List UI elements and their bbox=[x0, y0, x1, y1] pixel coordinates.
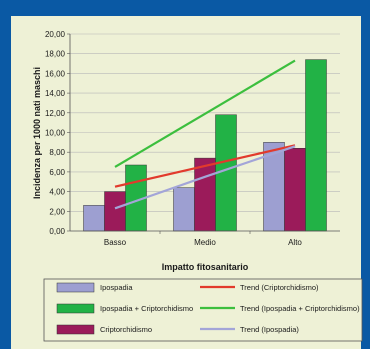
trend-line bbox=[114, 145, 296, 210]
trend-lines bbox=[114, 59, 296, 210]
y-tick-label: 0,00 bbox=[49, 227, 65, 236]
y-tick-label: 6,00 bbox=[49, 168, 65, 177]
legend-box bbox=[43, 278, 363, 342]
legend-swatch bbox=[56, 303, 95, 314]
legend-label: Criptorchidismo bbox=[100, 325, 152, 334]
x-tick-label: Medio bbox=[194, 238, 216, 247]
y-tick-label: 8,00 bbox=[49, 148, 65, 157]
bar bbox=[173, 187, 195, 232]
bars bbox=[83, 59, 327, 232]
x-tick-label: Alto bbox=[288, 238, 302, 247]
tick-labels: 0,00 2,00 4,00 6,00 8,00 10,00 12,00 14,00 16,00… bbox=[45, 30, 302, 247]
legend-label: Trend (Criptorchidismo) bbox=[240, 283, 319, 292]
y-tick-label: 10,00 bbox=[45, 129, 66, 138]
legend-swatch bbox=[56, 324, 95, 335]
legend-swatch bbox=[56, 282, 95, 293]
y-tick-label: 12,00 bbox=[45, 109, 66, 118]
legend: Ipospadia Trend (Criptorchidismo) Ipospadi… bbox=[43, 278, 363, 342]
legend-label: Ipospadia + Criptorchidismo bbox=[100, 304, 193, 313]
trend-line bbox=[114, 59, 296, 168]
x-tick-label: Basso bbox=[104, 238, 127, 247]
bar bbox=[104, 191, 126, 232]
legend-label: Ipospadia bbox=[100, 283, 133, 292]
axes bbox=[69, 34, 340, 232]
y-tick-label: 16,00 bbox=[45, 69, 66, 78]
y-tick-label: 4,00 bbox=[49, 188, 65, 197]
legend-label: Trend (Ipospadia) bbox=[240, 325, 299, 334]
y-tick-label: 20,00 bbox=[45, 30, 66, 39]
y-tick-label: 18,00 bbox=[45, 50, 66, 59]
legend-label: Trend (Ipospadia + Criptorchidismo) bbox=[240, 304, 360, 313]
y-axis-title: Incidenza per 1000 nati maschi bbox=[32, 67, 42, 199]
trend-line bbox=[114, 144, 296, 188]
bar bbox=[194, 157, 216, 232]
bar bbox=[83, 205, 105, 232]
bar bbox=[305, 59, 327, 232]
x-axis-title: Impatto fitosanitario bbox=[162, 262, 249, 272]
y-tick-label: 14,00 bbox=[45, 89, 66, 98]
y-tick-label: 2,00 bbox=[49, 207, 65, 216]
bar bbox=[284, 148, 306, 232]
